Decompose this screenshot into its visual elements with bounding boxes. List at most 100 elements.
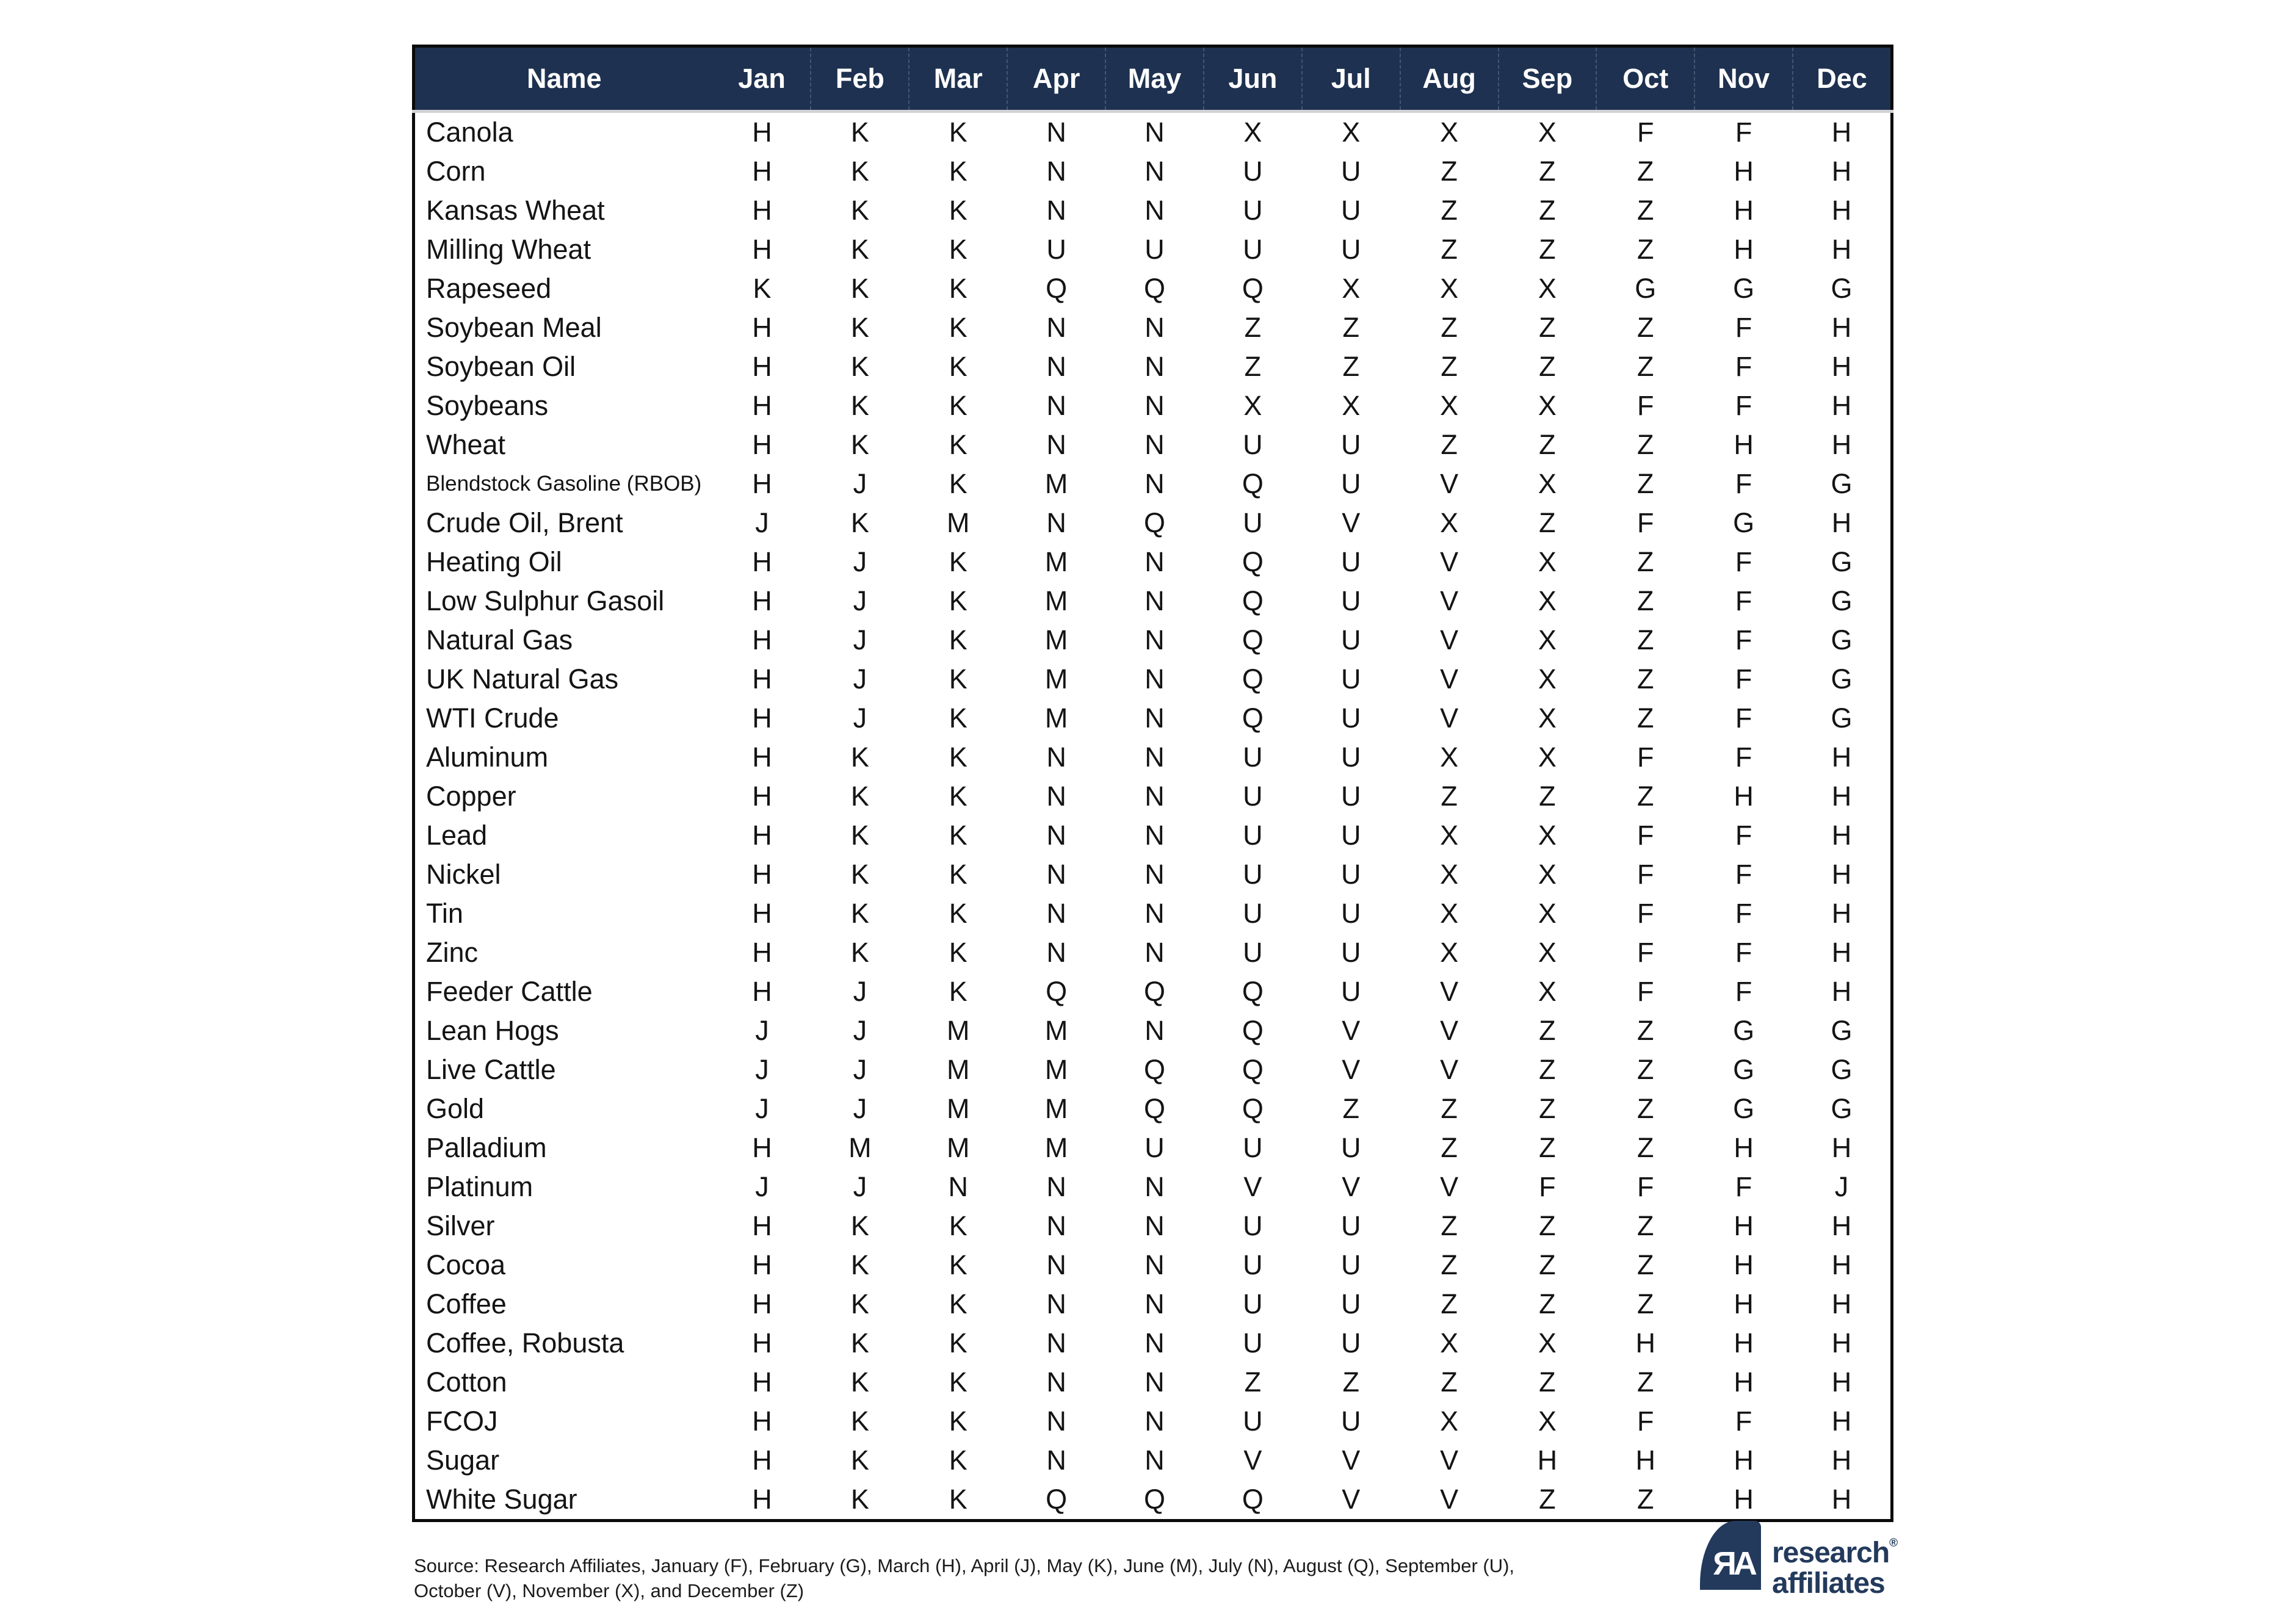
month-code-cell: X (1538, 546, 1557, 577)
research-affiliates-logo: ЯA research® affiliates (1700, 1521, 1898, 1599)
month-code-cell: H (1831, 312, 1852, 343)
month-code-cell: K (850, 1406, 869, 1437)
month-code-cell: N (1046, 117, 1066, 148)
month-code-cell: K (850, 507, 869, 538)
month-code-cell: V (1440, 1015, 1459, 1046)
month-code-cell: U (1340, 624, 1361, 655)
table-row: White Sugar H K K Q Q Q V V Z Z H H (414, 1480, 1892, 1521)
month-code-cell: N (1046, 156, 1066, 187)
table-row: Soybean Oil H K K N N Z Z Z Z Z F H (414, 347, 1892, 386)
month-code-cell: N (1046, 312, 1066, 343)
month-code-cell: N (1144, 937, 1165, 968)
month-code-cell: Z (1539, 1093, 1556, 1124)
month-code-cell: K (949, 1327, 967, 1359)
month-code-cell: U (1243, 429, 1263, 460)
month-code-cell: U (1340, 937, 1361, 968)
col-header-jan: Jan (713, 46, 811, 112)
month-code-cell: N (1046, 195, 1066, 226)
month-code-cell: K (850, 781, 869, 812)
month-code-cell: K (949, 1445, 967, 1476)
month-code-cell: H (1734, 1210, 1754, 1241)
month-code-cell: H (752, 390, 772, 421)
commodity-name: Lead (426, 820, 488, 851)
month-code-cell: X (1538, 702, 1557, 734)
month-code-cell: N (1144, 742, 1165, 773)
month-code-cell: H (752, 312, 772, 343)
month-code-cell: Z (1441, 429, 1458, 460)
col-header-jul: Jul (1301, 46, 1400, 112)
month-code-cell: V (1440, 1445, 1459, 1476)
month-code-cell: U (1243, 1406, 1263, 1437)
logo-wordmark-line2: affiliates (1772, 1567, 1886, 1600)
commodity-name: Canola (426, 117, 513, 148)
month-code-cell: X (1538, 859, 1557, 890)
commodity-name: WTI Crude (426, 702, 559, 734)
month-code-cell: Z (1637, 1288, 1654, 1319)
month-code-cell: N (1144, 781, 1165, 812)
month-code-cell: Z (1441, 1093, 1458, 1124)
commodity-name: Zinc (426, 937, 479, 968)
month-code-cell: Q (1242, 1015, 1264, 1046)
month-code-cell: H (752, 820, 772, 851)
month-code-cell: F (1735, 312, 1752, 343)
month-code-cell: M (1044, 624, 1068, 655)
commodity-name: Cocoa (426, 1249, 506, 1280)
col-header-feb: Feb (810, 46, 909, 112)
month-code-cell: X (1342, 390, 1361, 421)
month-code-cell: U (1243, 1249, 1263, 1280)
month-code-cell: Z (1637, 1132, 1654, 1163)
month-code-cell: N (1046, 351, 1066, 382)
month-code-cell: Z (1244, 312, 1262, 343)
month-code-cell: H (1831, 1406, 1852, 1437)
table-row: Feeder Cattle H J K Q Q Q U V X F F H (414, 972, 1892, 1011)
month-code-cell: H (1831, 820, 1852, 851)
month-code-cell: G (1831, 1015, 1853, 1046)
month-code-cell: J (1834, 1171, 1849, 1202)
month-code-cell: X (1440, 273, 1459, 304)
month-code-cell: N (1144, 820, 1165, 851)
month-code-cell: H (752, 117, 772, 148)
month-code-cell: M (947, 1054, 970, 1085)
commodity-name: Palladium (426, 1132, 547, 1163)
month-code-cell: Q (1242, 1093, 1264, 1124)
month-code-cell: U (1243, 1327, 1263, 1359)
month-code-cell: X (1440, 742, 1459, 773)
month-code-cell: J (853, 546, 867, 577)
month-code-cell: N (1046, 1249, 1066, 1280)
month-code-cell: H (752, 663, 772, 695)
month-code-cell: U (1340, 859, 1361, 890)
month-code-cell: M (1044, 1132, 1068, 1163)
month-code-cell: K (949, 1406, 967, 1437)
month-code-cell: U (1243, 820, 1263, 851)
month-code-cell: H (752, 1327, 772, 1359)
month-code-cell: M (947, 1093, 970, 1124)
month-code-cell: Z (1441, 781, 1458, 812)
commodity-name: Silver (426, 1210, 495, 1241)
commodity-name: Tin (426, 898, 463, 929)
month-code-cell: N (1144, 624, 1165, 655)
table-row: Blendstock Gasoline (RBOB) H J K M N Q U V X Z F G (414, 464, 1892, 503)
month-code-cell: F (1735, 546, 1752, 577)
month-code-cell: G (1831, 273, 1853, 304)
month-code-cell: F (1637, 937, 1654, 968)
month-code-cell: N (1046, 937, 1066, 968)
month-code-cell: N (1046, 1210, 1066, 1241)
month-code-cell: K (949, 468, 967, 499)
month-code-cell: K (850, 390, 869, 421)
month-code-cell: H (752, 859, 772, 890)
commodity-name: Natural Gas (426, 624, 573, 655)
month-code-cell: Q (1143, 273, 1165, 304)
month-code-cell: K (850, 117, 869, 148)
month-code-cell: H (752, 1406, 772, 1437)
month-code-cell: K (949, 546, 967, 577)
month-code-cell: H (1734, 1327, 1754, 1359)
month-code-cell: J (853, 976, 867, 1007)
month-code-cell: K (949, 117, 967, 148)
month-code-cell: U (1243, 1288, 1263, 1319)
commodity-name: Corn (426, 156, 486, 187)
commodity-name: Live Cattle (426, 1054, 556, 1085)
month-code-cell: F (1539, 1171, 1556, 1202)
month-code-cell: K (949, 624, 967, 655)
month-code-cell: N (1046, 390, 1066, 421)
table-row: Coffee, Robusta H K K N N U U X X H H H (414, 1324, 1892, 1363)
